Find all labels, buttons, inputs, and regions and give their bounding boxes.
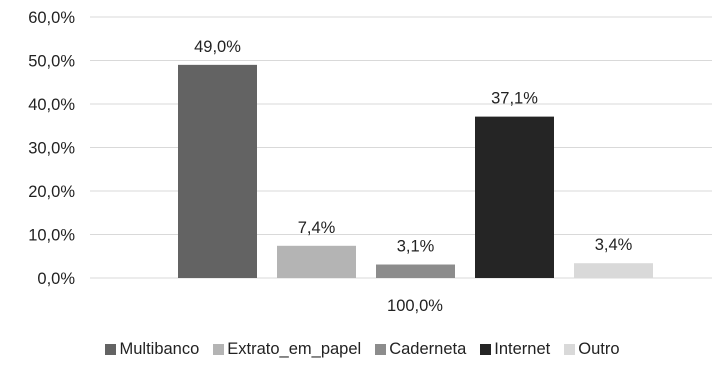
- data-label-multibanco: 49,0%: [194, 38, 241, 56]
- legend-label: Internet: [494, 340, 551, 358]
- bar-internet: [475, 116, 554, 279]
- data-labels: 49,0% 7,4% 3,1% 37,1% 3,4%: [194, 38, 633, 256]
- legend-item-extrato_em_papel: Extrato_em_papel: [213, 340, 361, 359]
- y-tick-label: 50,0%: [28, 53, 75, 71]
- legend-swatch: [564, 344, 576, 355]
- legend-label: Multibanco: [119, 340, 200, 358]
- legend-label: Caderneta: [389, 340, 467, 358]
- y-tick-label: 30,0%: [28, 140, 75, 158]
- legend-label: Outro: [578, 340, 620, 358]
- data-label-extrato_em_papel: 7,4%: [298, 219, 336, 237]
- data-label-internet: 37,1%: [491, 90, 538, 108]
- legend: Multibanco Extrato_em_papel Caderneta Inter…: [0, 340, 725, 359]
- y-tick-label: 10,0%: [28, 227, 75, 245]
- legend-item-multibanco: Multibanco: [105, 340, 199, 359]
- bar-chart: 0,0% 10,0% 20,0% 30,0% 40,0% 50,0% 60,0% 49,0%…: [28, 9, 712, 315]
- y-tick-label: 0,0%: [37, 270, 75, 288]
- bar-caderneta: [376, 264, 455, 278]
- y-tick-label: 20,0%: [28, 183, 75, 201]
- legend-label: Extrato_em_papel: [227, 340, 362, 358]
- legend-item-internet: Internet: [480, 340, 550, 359]
- bar-multibanco: [178, 64, 257, 278]
- bar-extrato_em_papel: [277, 245, 356, 278]
- data-label-caderneta: 3,1%: [397, 238, 435, 256]
- bars: [178, 64, 653, 279]
- legend-swatch: [213, 344, 225, 355]
- data-label-outro: 3,4%: [595, 236, 633, 254]
- y-axis-labels: 0,0% 10,0% 20,0% 30,0% 40,0% 50,0% 60,0%: [28, 9, 75, 288]
- legend-swatch: [105, 344, 117, 355]
- legend-swatch: [375, 344, 387, 355]
- legend-item-outro: Outro: [564, 340, 620, 359]
- legend-swatch: [480, 344, 492, 355]
- category-label: 100,0%: [387, 297, 443, 315]
- bar-outro: [574, 263, 653, 278]
- y-tick-label: 40,0%: [28, 96, 75, 114]
- y-tick-label: 60,0%: [28, 9, 75, 27]
- legend-item-caderneta: Caderneta: [375, 340, 466, 359]
